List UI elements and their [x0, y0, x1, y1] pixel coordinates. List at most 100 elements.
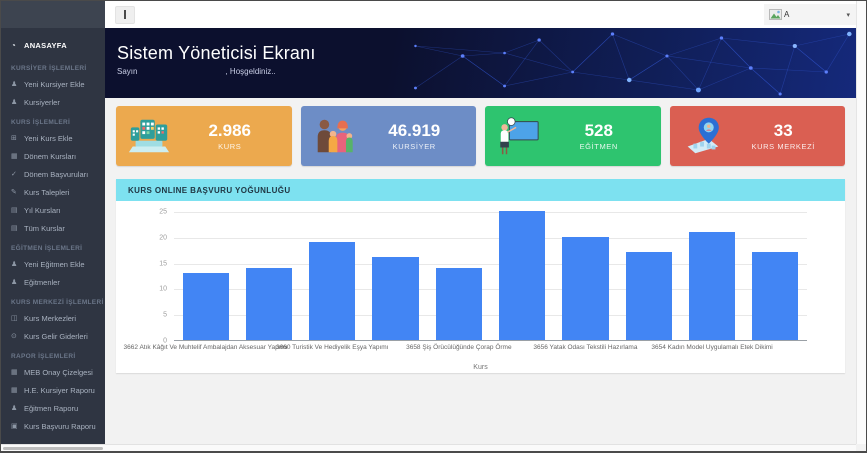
sidebar-item-kurs-merkezleri[interactable]: ◫ Kurs Merkezleri — [1, 309, 105, 327]
sidebar-item-yeni-kursiyer-ekle[interactable]: ♟ Yeni Kursiyer Ekle — [1, 75, 105, 93]
chart-bar[interactable] — [182, 272, 229, 340]
stat-card-kurs: 2.986 KURS — [116, 106, 292, 166]
horizontal-scrollbar[interactable] — [1, 444, 856, 451]
chevron-down-icon: ▾ — [846, 11, 850, 19]
sidebar-item-kurs-gelir-giderleri[interactable]: ⊙ Kurs Gelir Giderleri — [1, 327, 105, 345]
sidebar-item-meb-onay-cizelgesi[interactable]: ▦ MEB Onay Çizelgesi — [1, 363, 105, 381]
chart-bar[interactable] — [499, 211, 546, 340]
y-tick-label: 10 — [159, 285, 167, 293]
sidebar-item-h-e-kursiyer-raporu[interactable]: ▦ H.E. Kursiyer Raporu — [1, 381, 105, 399]
table-icon: ▤ — [11, 207, 18, 214]
building-icon: ◫ — [11, 315, 18, 322]
sidebar-item-label: Dönem Başvuruları — [24, 169, 89, 179]
chart-gridline — [174, 289, 807, 291]
chart-bar[interactable] — [309, 241, 356, 340]
y-tick-label: 15 — [159, 260, 167, 268]
sidebar-item-label: Kurs Gelir Giderleri — [24, 331, 88, 341]
sidebar-item-egitmen-raporu[interactable]: ♟ Eğitmen Raporu — [1, 399, 105, 417]
chart-bar[interactable] — [245, 267, 293, 340]
sidebar-item-donem-kurslari[interactable]: ▦ Dönem Kursları — [1, 147, 105, 165]
sidebar-item-label: Kurs Talepleri — [24, 187, 70, 197]
user-dropdown[interactable]: A ▾ — [764, 4, 856, 25]
user-add-icon: ♟ — [11, 81, 18, 88]
y-tick-label: 25 — [159, 208, 167, 216]
x-tick-label: 3662 Atık Kâğıt Ve Muhtelif Ambalajdan A… — [123, 344, 288, 351]
calendar-icon: ▦ — [11, 387, 18, 394]
avatar-alt-text: A — [784, 10, 790, 19]
sidebar-item-tum-kurslar[interactable]: ▤ Tüm Kurslar — [1, 219, 105, 237]
plus-square-icon: ⊞ — [11, 135, 17, 142]
page-header-banner: Sistem Yöneticisi Ekranı Sayın , Hoşgeldi… — [105, 28, 856, 98]
stat-label: KURSİYER — [392, 141, 436, 151]
x-tick-label: 3654 Kadın Model Uygulamalı Etek Dikimi — [651, 344, 773, 351]
chart-bar[interactable] — [752, 252, 799, 340]
map-pin-illustration — [680, 115, 732, 157]
chart-bar[interactable] — [562, 236, 609, 340]
sidebar-item-label: MEB Onay Çizelgesi — [24, 367, 93, 377]
chart-gridline — [174, 237, 807, 239]
sidebar-toggle-button[interactable] — [115, 5, 135, 24]
sidebar-item-yeni-kurs-ekle[interactable]: ⊞ Yeni Kurs Ekle — [1, 129, 105, 147]
chart-bar[interactable] — [688, 231, 736, 340]
x-tick-label: 3656 Yatak Odası Tekstili Hazırlama — [533, 344, 638, 351]
x-tick-label: 3658 Şiş Örücülüğünde Çorap Örme — [406, 344, 512, 351]
topbar: A ▾ — [105, 1, 856, 28]
sidebar-nav: ◔ ANASAYFA KURSİYER İŞLEMLERİ ♟ Yeni Kursiye… — [1, 28, 105, 435]
broken-image-icon — [769, 9, 782, 20]
vertical-scrollbar[interactable] — [856, 1, 866, 444]
sidebar-item-kurs-talepleri[interactable]: ✎ Kurs Talepleri — [1, 183, 105, 201]
stat-label: KURS — [218, 141, 242, 151]
sidebar-item-yeni-egitmen-ekle[interactable]: ♟ Yeni Eğitmen Ekle — [1, 255, 105, 273]
chart-bar[interactable] — [435, 267, 482, 340]
stat-card-kurs-merkezi: 33 KURS MERKEZİ — [669, 106, 845, 166]
people-illustration — [311, 115, 363, 157]
scrollbar-thumb[interactable] — [3, 447, 103, 450]
stat-card-kursi-yer: 46.919 KURSİYER — [300, 106, 476, 166]
stat-value: 528 — [584, 121, 613, 141]
sidebar-item-label: Kurs Merkezleri — [24, 313, 77, 323]
chart-gridline — [174, 212, 807, 213]
sidebar-item-label: Yeni Kurs Ekle — [24, 133, 73, 143]
stat-card-egi-tmen: 528 EĞİTMEN — [485, 106, 661, 166]
sidebar-item-label: H.E. Kursiyer Raporu — [24, 385, 95, 395]
sidebar-item-label: Yeni Eğitmen Ekle — [24, 259, 85, 269]
sidebar-item-kurs-basvuru-raporu[interactable]: ▣ Kurs Başvuru Raporu — [1, 417, 105, 435]
sidebar-item-egitmenler[interactable]: ♟ Eğitmenler — [1, 273, 105, 291]
chart-panel: KURS ONLINE BAŞVURU YOĞUNLUĞU 0 5 10 15 20 25… — [116, 179, 845, 373]
users-icon: ♟ — [11, 99, 18, 106]
sidebar-section-header: EĞİTMEN İŞLEMLERİ — [11, 245, 83, 252]
stats-row: 2.986 KURS 46.919 KURSİYER 528 EĞİTMEN 33 KURS … — [116, 106, 845, 166]
y-tick-label: 0 — [163, 337, 167, 345]
network-graphic — [414, 31, 853, 96]
chart-gridline — [174, 315, 807, 317]
chart-plot: 0 5 10 15 20 25 — [159, 209, 807, 345]
content-area: 2.986 KURS 46.919 KURSİYER 528 EĞİTMEN 33 KURS … — [105, 98, 856, 373]
home-icon: ◔ — [11, 41, 17, 50]
pencil-icon: ✎ — [11, 189, 17, 196]
sidebar-section-header: KURS MERKEZİ İŞLEMLERİ — [11, 299, 104, 306]
sidebar-item-yil-kurslari[interactable]: ▤ Yıl Kursları — [1, 201, 105, 219]
stat-label: KURS MERKEZİ — [751, 141, 815, 151]
sidebar-item-label: Eğitmen Raporu — [24, 403, 79, 413]
sidebar-item-donem-basvurulari[interactable]: ✓ Dönem Başvuruları — [1, 165, 105, 183]
chart-x-labels: 3662 Atık Kâğıt Ve Muhtelif Ambalajdan A… — [124, 344, 807, 356]
y-tick-label: 5 — [163, 311, 167, 319]
sidebar-item-label: Yeni Kursiyer Ekle — [24, 79, 85, 89]
sidebar-item-label: Dönem Kursları — [24, 151, 77, 161]
sidebar-item-kursiyerler[interactable]: ♟ Kursiyerler — [1, 93, 105, 111]
chart-bar[interactable] — [625, 252, 672, 340]
main-area: A ▾ — [105, 1, 856, 444]
sidebar-item-label: Kurs Başvuru Raporu — [24, 421, 96, 431]
sidebar-item-anasayfa[interactable]: ◔ ANASAYFA — [1, 34, 105, 57]
sidebar: ◔ ANASAYFA KURSİYER İŞLEMLERİ ♟ Yeni Kursiye… — [1, 1, 105, 444]
sidebar-item-label: ANASAYFA — [24, 41, 67, 50]
calendar-icon: ▦ — [11, 369, 18, 376]
chart-panel-title: KURS ONLINE BAŞVURU YOĞUNLUĞU — [116, 179, 845, 201]
grid-icon: ▦ — [11, 153, 18, 160]
chart-bar[interactable] — [372, 257, 419, 340]
check-icon: ✓ — [11, 171, 17, 178]
page-title: Sistem Yöneticisi Ekranı — [117, 43, 316, 63]
sidebar-section-header: RAPOR İŞLEMLERİ — [11, 353, 76, 360]
stat-value: 33 — [773, 121, 793, 141]
